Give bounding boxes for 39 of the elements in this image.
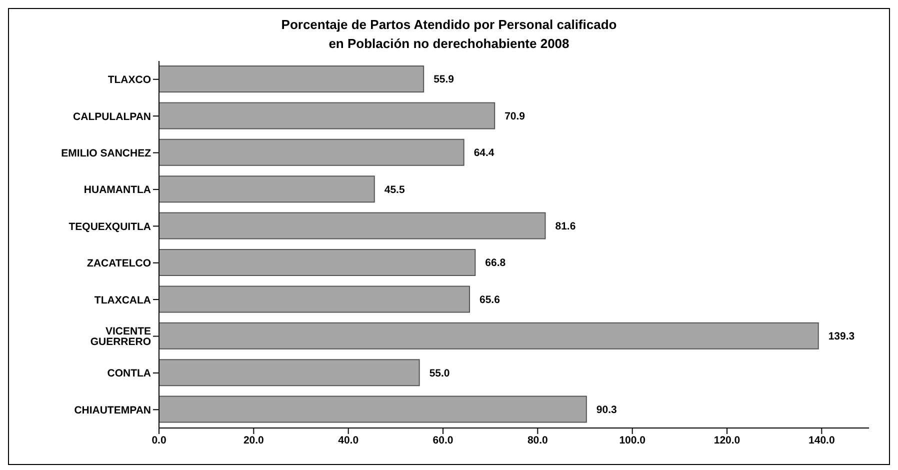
bar (159, 322, 819, 350)
x-tick-label: 80.0 (527, 434, 548, 446)
bar (159, 176, 375, 203)
y-tick-label: HUAMANTLA (84, 184, 152, 196)
y-tick-label: TLAXCO (108, 74, 151, 86)
data-label: 90.3 (596, 404, 618, 416)
data-label: 65.6 (480, 294, 500, 306)
data-label: 55.9 (434, 74, 454, 86)
x-tick-label: 120.0 (714, 434, 740, 446)
bar (159, 66, 424, 92)
y-tick-label: VICENTE GUERRERO (90, 326, 151, 348)
x-tick-label: 100.0 (619, 434, 646, 446)
data-label: 45.5 (384, 184, 405, 196)
x-tick-label: 0.0 (152, 434, 166, 446)
bar (159, 138, 464, 166)
bar (159, 102, 496, 130)
data-label: 139.3 (828, 330, 855, 343)
bar (159, 359, 420, 386)
bar (159, 212, 546, 240)
x-tick-label: 60.0 (432, 434, 454, 446)
bar (159, 396, 587, 423)
data-label: 70.9 (504, 110, 526, 122)
chart-title: Porcentaje de Partos Atendido por Personal calificado en Población no derechohabiente 2008 (280, 16, 618, 53)
x-tick-label: 140.0 (808, 434, 835, 446)
x-tick-label: 40.0 (338, 434, 359, 446)
bar (159, 286, 470, 313)
data-label: 55.0 (429, 367, 450, 380)
y-tick-label: EMILIO SANCHEZ (61, 147, 152, 160)
bar (159, 249, 476, 276)
y-tick-label: ZACATELCO (87, 258, 151, 270)
data-label: 81.6 (555, 220, 576, 233)
y-tick-label: CONTLA (107, 368, 152, 380)
y-tick-label: TEQUEXQUITLA (68, 220, 152, 233)
data-label: 64.4 (474, 147, 494, 160)
data-label: 66.8 (485, 257, 506, 270)
x-tick-label: 20.0 (243, 434, 264, 446)
y-tick-label: CALPULALPAN (73, 110, 151, 123)
y-tick-label: CHIAUTEMPAN (74, 404, 151, 416)
y-tick-label: TLAXCALA (94, 294, 152, 306)
